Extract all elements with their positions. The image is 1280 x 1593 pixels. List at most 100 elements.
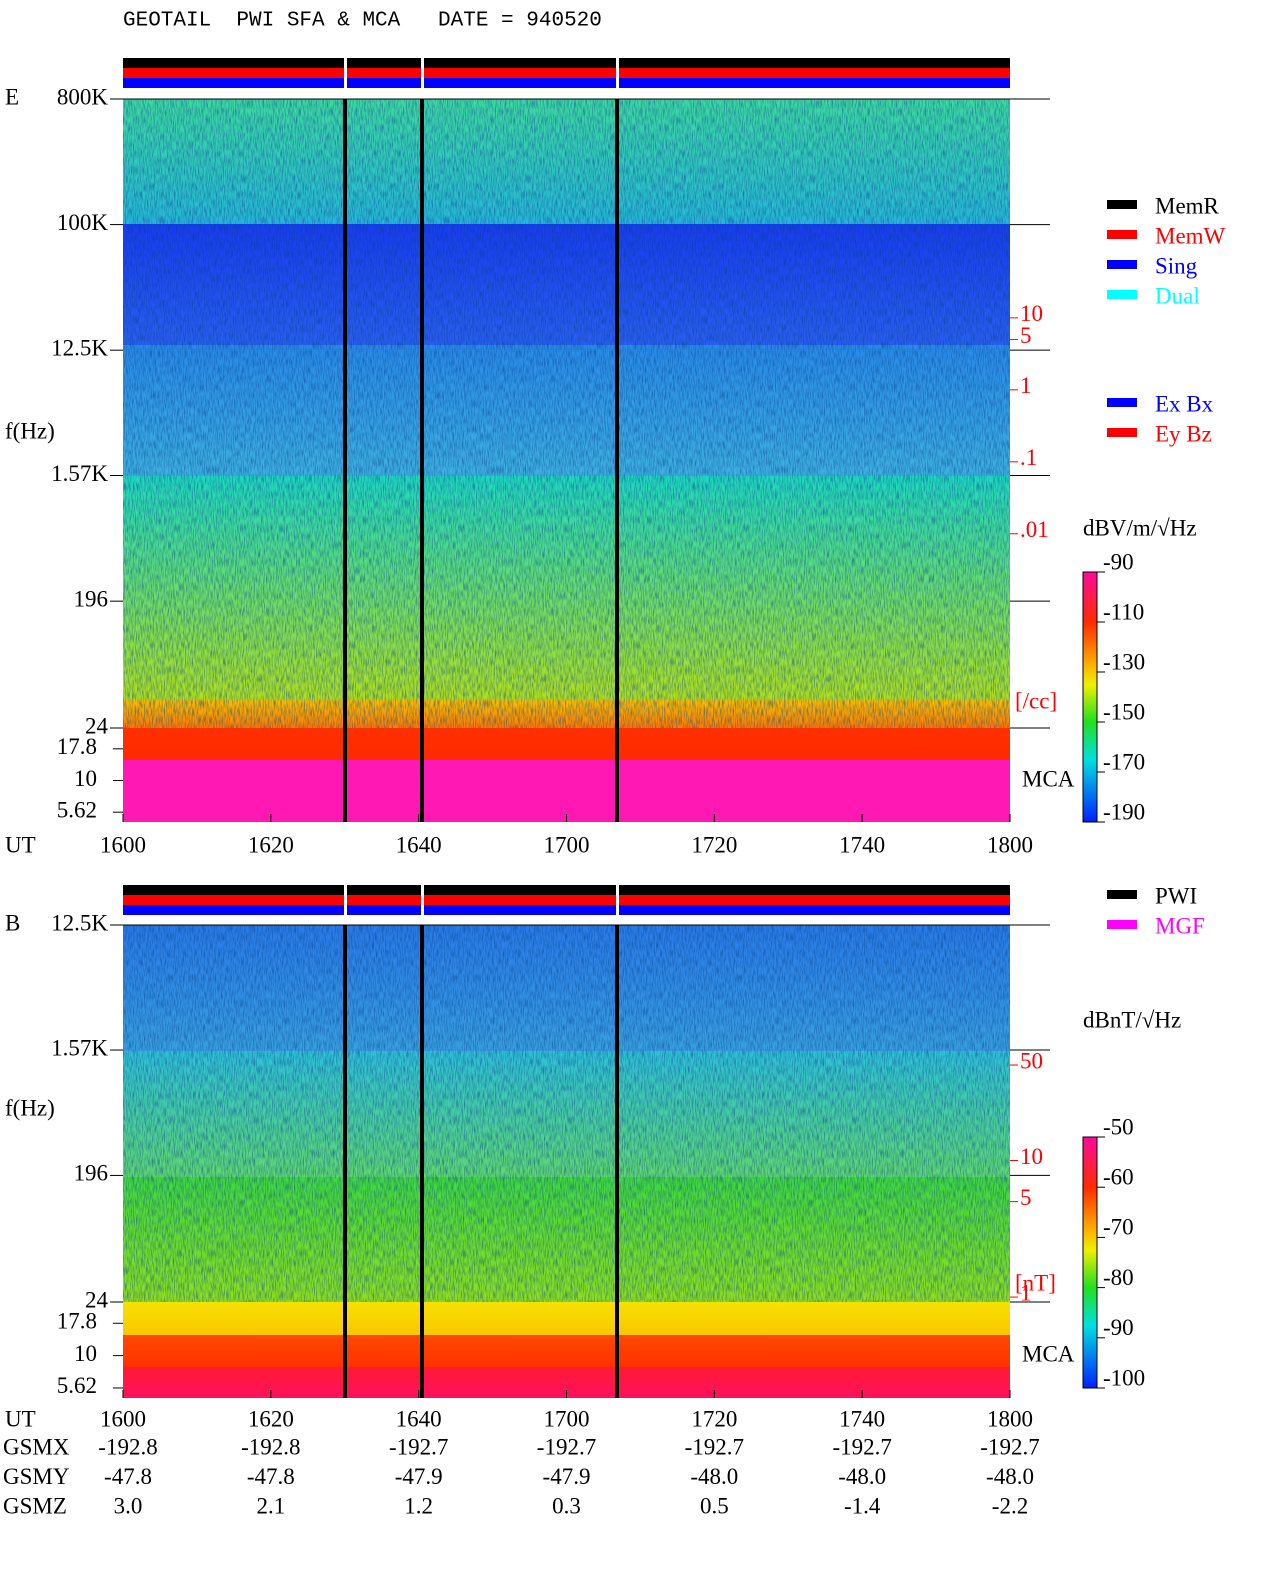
orbit-value: 0.3 [552, 1493, 581, 1518]
status-gap [344, 885, 347, 915]
x-tick-label: 1620 [248, 832, 294, 857]
status-gap [616, 58, 619, 88]
orbit-value: -192.7 [685, 1434, 744, 1459]
colorbar-tick-label: -50 [1103, 1114, 1134, 1139]
orbit-value: -1.4 [844, 1493, 881, 1518]
mca-tick-label: 17.8 [57, 1309, 97, 1334]
colorbar-tick-label: -170 [1103, 749, 1145, 774]
spectrogram-band [123, 1302, 1010, 1335]
y-tick-label: 1.57K [51, 1035, 108, 1060]
y2-tick-label: 10 [1020, 1144, 1043, 1169]
x-tick-label: 1600 [100, 1406, 146, 1431]
x-tick-label: 1620 [248, 1406, 294, 1431]
orbit-value: 2.1 [256, 1493, 285, 1518]
status-gap [421, 58, 424, 88]
y-tick-label: 100K [57, 210, 109, 235]
orbit-value: 0.5 [700, 1493, 729, 1518]
y2-tick-label: 5 [1020, 323, 1032, 348]
legend-swatch [1107, 428, 1137, 437]
y-tick-label: 196 [74, 586, 109, 611]
orbit-value: -192.8 [98, 1434, 157, 1459]
status-gap [616, 885, 619, 915]
status-bar [123, 895, 1010, 905]
orbit-value: -192.7 [980, 1434, 1039, 1459]
legend-swatch [1107, 260, 1137, 269]
y2-axis-label: [nT] [1015, 1270, 1056, 1295]
colorbar-tick-label: -80 [1103, 1265, 1134, 1290]
colorbar-tick-label: -70 [1103, 1215, 1134, 1240]
y-axis-label: f(Hz) [5, 418, 55, 443]
x-tick-label: 1800 [987, 1406, 1033, 1431]
orbit-value: -47.9 [543, 1464, 591, 1489]
mca-tick-label: 10 [74, 1341, 97, 1366]
colorbar [1082, 571, 1098, 823]
y-tick-label: 1.57K [51, 461, 108, 486]
title: GEOTAIL PWI SFA & MCA DATE = 940520 [123, 10, 602, 33]
y2-tick-label: 50 [1020, 1048, 1043, 1073]
orbit-row-label: GSMX [3, 1434, 70, 1459]
y2-tick-label: 5 [1020, 1185, 1032, 1210]
orbit-value: -192.8 [241, 1434, 300, 1459]
x-axis-label: UT [5, 832, 36, 857]
status-bar [123, 68, 1010, 78]
colorbar-tick-label: -150 [1103, 699, 1145, 724]
spectrogram-band [123, 1335, 1010, 1367]
legend-label: Dual [1155, 283, 1200, 308]
orbit-value: -47.9 [395, 1464, 443, 1489]
mca-tick-label: 17.8 [57, 734, 97, 759]
colorbar-tick-label: -190 [1103, 799, 1145, 824]
orbit-value: -2.2 [992, 1493, 1028, 1518]
status-bar [123, 905, 1010, 915]
colorbar-tick-label: -90 [1103, 549, 1134, 574]
colorbar-tick-label: -100 [1103, 1365, 1145, 1390]
orbit-value: -48.0 [838, 1464, 886, 1489]
y2-tick-label: .1 [1020, 445, 1037, 470]
x-tick-label: 1640 [396, 832, 442, 857]
legend-swatch [1107, 890, 1137, 899]
legend-label: MGF [1155, 913, 1205, 938]
spectrogram-noise [123, 99, 1010, 728]
x-tick-label: 1720 [691, 832, 737, 857]
y-tick-label: 12.5K [51, 910, 108, 935]
colorbar-label: dBnT/√Hz [1083, 1007, 1181, 1032]
spectrogram-band [123, 760, 1010, 822]
y-tick-label: 196 [74, 1161, 109, 1186]
y2-axis-label: [/cc] [1015, 688, 1057, 713]
y2-tick-label: .01 [1020, 517, 1049, 542]
y2-tick-label: 10 [1020, 301, 1043, 326]
data-gap [343, 99, 347, 822]
panel-label: E [5, 84, 19, 109]
orbit-value: -48.0 [986, 1464, 1034, 1489]
orbit-value: -47.8 [247, 1464, 295, 1489]
legend-label: Ey Bz [1155, 421, 1212, 446]
panel-label: B [5, 910, 20, 935]
x-axis-label: UT [5, 1406, 36, 1431]
spectrogram-noise [123, 925, 1010, 1302]
data-gap [420, 925, 424, 1398]
status-gap [421, 885, 424, 915]
data-gap [343, 925, 347, 1398]
data-gap [420, 99, 424, 822]
legend-swatch [1107, 398, 1137, 407]
status-gap [344, 58, 347, 88]
y2-tick-label: 1 [1020, 373, 1032, 398]
colorbar-label: dBV/m/√Hz [1083, 515, 1197, 540]
data-gap [615, 99, 619, 822]
orbit-row-label: GSMY [3, 1464, 70, 1489]
status-bar [123, 78, 1010, 88]
colorbar-tick-label: -130 [1103, 649, 1145, 674]
orbit-value: -192.7 [537, 1434, 596, 1459]
legend-label: MemW [1155, 223, 1226, 248]
mca-label: MCA [1022, 1341, 1075, 1366]
orbit-row-label: GSMZ [3, 1493, 67, 1518]
colorbar-tick-label: -110 [1103, 599, 1144, 624]
orbit-value: -47.8 [104, 1464, 152, 1489]
y-tick-label: 24 [85, 1287, 109, 1312]
orbit-value: -192.7 [389, 1434, 448, 1459]
x-tick-label: 1600 [100, 832, 146, 857]
y-tick-label: 800K [57, 84, 109, 109]
orbit-value: -48.0 [690, 1464, 738, 1489]
legend-swatch [1107, 230, 1137, 239]
